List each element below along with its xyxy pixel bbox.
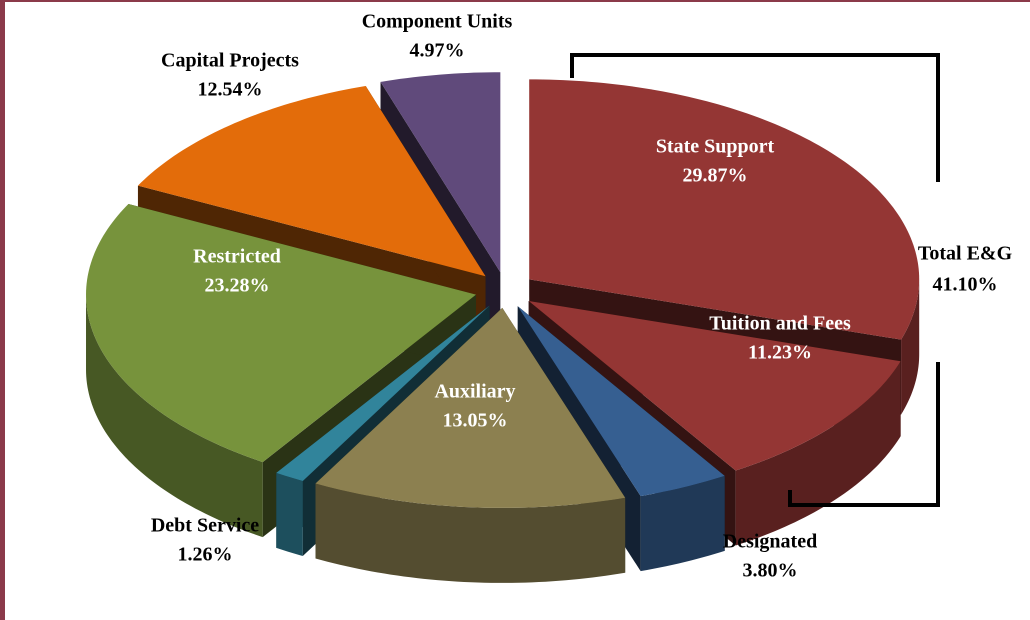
annotation-bracket: [570, 53, 940, 507]
slice-label: Restricted: [193, 246, 281, 268]
top-border: [0, 0, 1030, 2]
slice-label: Auxiliary: [434, 381, 515, 403]
slice-label: Capital Projects: [161, 50, 299, 72]
annotation-value: 41.10%: [933, 274, 998, 296]
slice-side: [735, 361, 901, 546]
pie: [86, 72, 920, 583]
slice: [315, 307, 626, 508]
slice-value-label: 1.26%: [178, 544, 233, 566]
slice-label: Designated: [723, 531, 817, 553]
slice: [517, 306, 725, 497]
slice: [529, 79, 920, 340]
slice: [86, 203, 477, 463]
slice-side: [901, 279, 920, 415]
slice-label: Tuition and Fees: [709, 313, 851, 335]
left-border: [0, 0, 5, 620]
slice-value-label: 11.23%: [748, 342, 812, 364]
slice: [528, 301, 901, 471]
slice-side: [86, 294, 263, 538]
annotation-label: Total E&G: [918, 243, 1013, 265]
slice: [137, 85, 486, 277]
slice-value-label: 23.28%: [205, 275, 270, 297]
slice-side: [315, 483, 626, 583]
slice-value-label: 3.80%: [743, 560, 798, 582]
slice-value-label: 13.05%: [443, 410, 508, 432]
slice-side: [276, 472, 303, 557]
slice-value-label: 12.54%: [198, 79, 263, 101]
slice-value-label: 4.97%: [410, 40, 465, 62]
slice: [276, 305, 490, 482]
slice-label: Debt Service: [151, 515, 259, 537]
slice-label: State Support: [656, 136, 775, 158]
labels: State Support 29.87% Tuition and Fees 11.23…: [151, 11, 1013, 582]
slice-label: Component Units: [362, 11, 513, 33]
slice-side: [640, 475, 725, 572]
slice-value-label: 29.87%: [683, 165, 748, 187]
slice: [380, 72, 501, 273]
